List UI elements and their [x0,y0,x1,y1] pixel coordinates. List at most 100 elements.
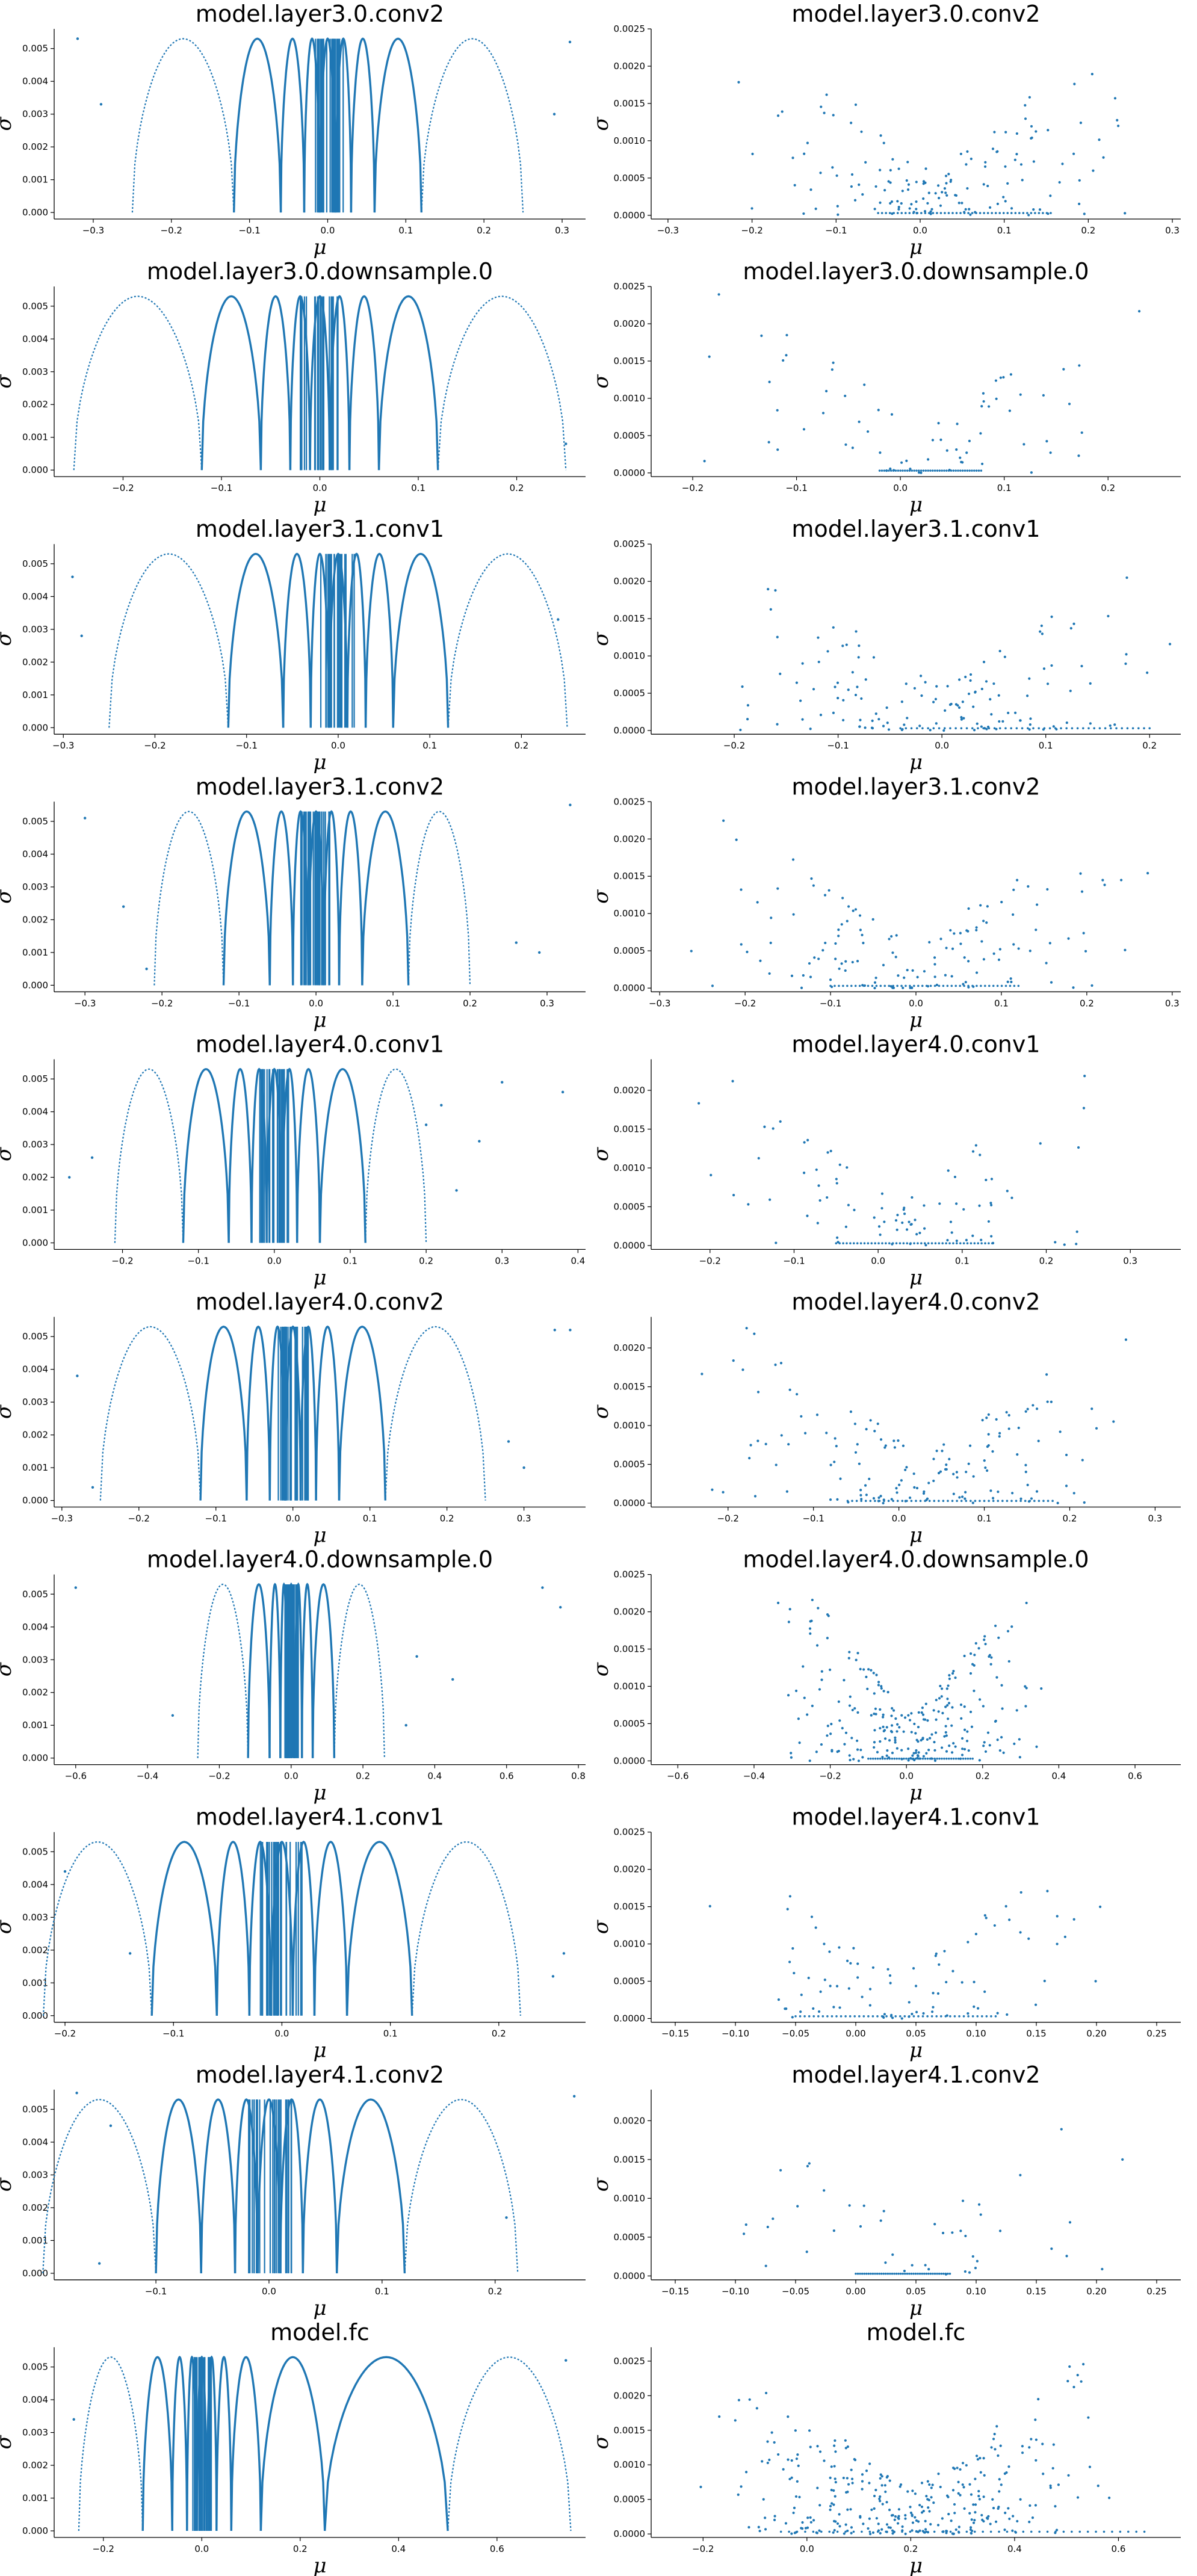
data-point [538,951,541,954]
data-point [908,2015,911,2018]
data-point [876,2272,879,2275]
y-tick-label: 0.004 [22,1364,48,1375]
data-point [861,1995,864,1998]
data-point [978,1204,981,1207]
data-point [1054,2505,1057,2508]
data-point [915,469,918,472]
x-tick-label: 0.2 [1063,1513,1077,1524]
data-point [984,1643,987,1646]
x-tick-label: −0.2 [161,225,182,236]
data-point [964,675,967,679]
data-point [980,1242,983,1245]
data-point [932,2006,935,2009]
data-point [915,1233,918,1236]
data-point [956,2466,959,2469]
arch-curve [233,37,282,213]
data-point [829,1463,832,1466]
data-point [455,1189,458,1192]
data-point [951,2231,954,2234]
data-point [958,678,961,681]
data-point [836,1498,839,1501]
data-point [1019,2173,1022,2176]
data-point [820,1678,823,1681]
data-point [1001,1707,1004,1710]
data-point [1104,727,1107,730]
data-point [858,644,861,647]
data-point [886,721,889,724]
data-point [872,1496,876,1500]
x-tick-label: −0.1 [827,740,849,751]
data-point [884,2261,887,2264]
data-point [980,1238,983,1241]
data-point [977,2489,980,2493]
data-point [1024,1685,1027,1688]
data-point [826,650,829,653]
data-point [1087,2416,1090,2419]
data-point [867,1668,870,1671]
data-point [1076,2374,1079,2377]
data-point [1012,2515,1015,2518]
data-point [890,413,894,416]
data-point [800,2527,804,2530]
data-point [908,1220,911,1223]
arch-curve [200,2098,237,2273]
data-point [943,469,945,472]
data-point [836,681,840,684]
data-point [855,1500,858,1503]
data-point [1019,1497,1022,1500]
data-point [903,1757,905,1760]
data-point [982,1744,985,1747]
data-point [747,1203,750,1206]
data-point [991,2498,994,2501]
data-point [809,188,812,191]
data-point [835,174,838,178]
data-point [829,2504,832,2507]
data-point [998,2490,1001,2493]
data-point [941,1450,944,1453]
data-point [1037,1439,1040,1442]
data-point [927,2268,930,2271]
data-point [910,1731,913,1734]
data-point [874,2489,877,2492]
y-axis-label: σ [0,2177,16,2191]
data-point [1024,1705,1027,1708]
data-point [974,2511,977,2514]
data-point [920,471,923,474]
data-point [890,1498,893,1501]
data-point [1095,1427,1098,1430]
y-tick-label: 0.000 [22,980,48,990]
data-point [1006,2013,1009,2016]
data-point [837,928,840,931]
data-point [979,1154,982,1157]
data-point [1006,2530,1009,2533]
data-point [796,2205,799,2208]
data-point [973,1980,976,1983]
data-point [737,81,740,84]
y-tick-label: 0.002 [22,2202,48,2213]
data-point [906,2490,909,2493]
x-axis-label: μ [313,1265,326,1290]
data-point [923,1490,926,1493]
x-tick-label: 0.3 [1123,1255,1137,1266]
data-point [946,984,949,987]
data-point [998,1432,1001,1435]
data-point [861,2480,864,2483]
data-point [877,1225,881,1228]
data-point [1121,2158,1124,2161]
data-point [952,1492,955,1495]
y-tick-label: 0.0005 [614,173,646,184]
data-point [894,469,897,472]
data-point [896,212,899,214]
data-point [830,2465,833,2468]
data-point [1017,984,1020,987]
series-points [737,73,1127,217]
y-tick-label: 0.003 [22,1397,48,1407]
data-point [884,2490,887,2494]
x-axis-label: μ [909,1008,923,1032]
data-point [1015,1709,1018,1712]
data-point [924,469,927,472]
data-point [708,1904,711,1907]
data-point [938,1697,941,1700]
data-point [829,984,832,987]
data-point [894,1736,897,1739]
